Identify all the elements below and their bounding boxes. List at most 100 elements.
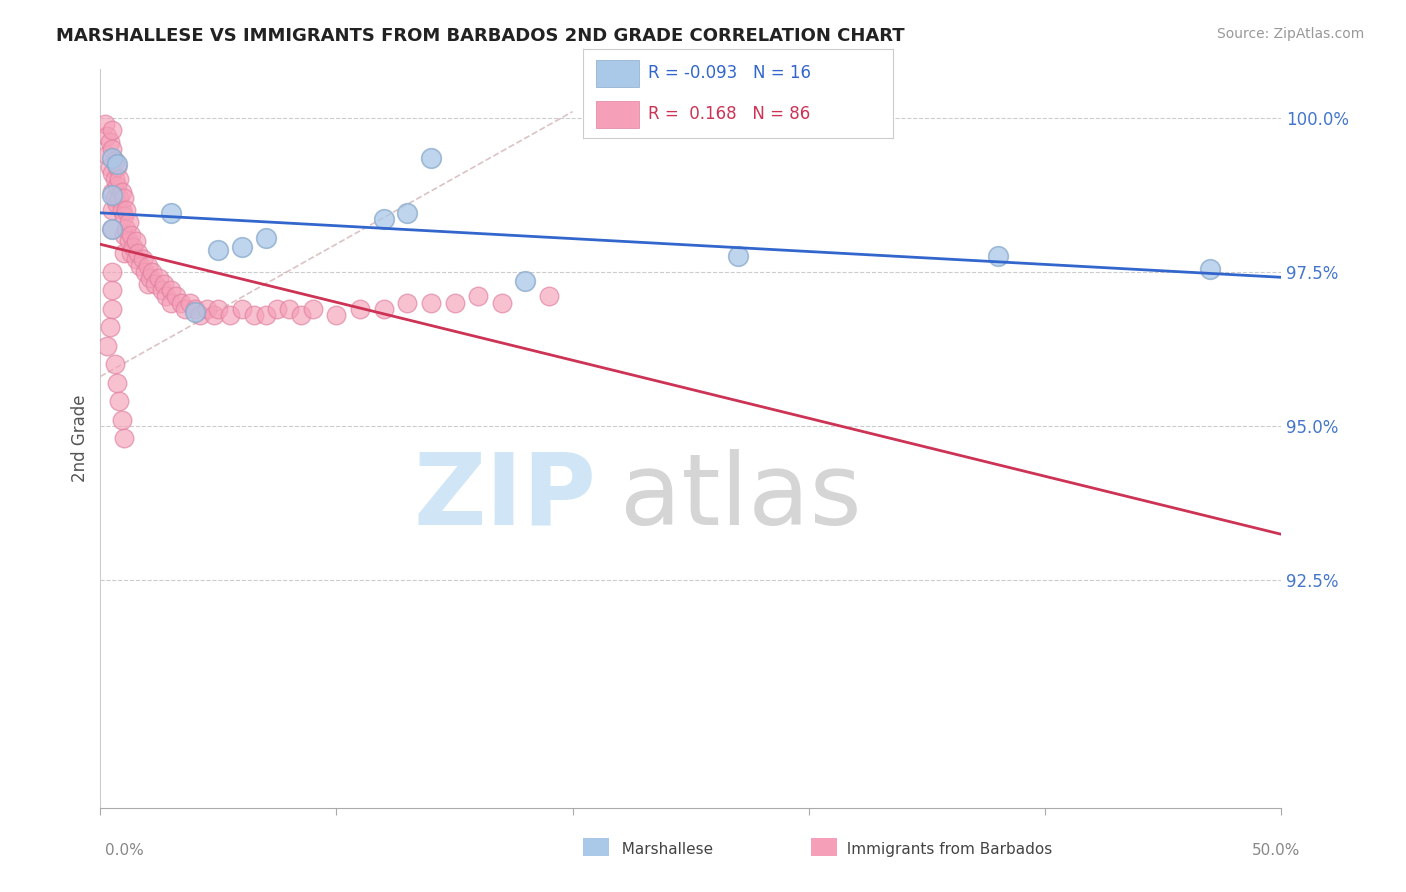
Point	[243, 308, 266, 322]
Text: 0.0%: 0.0%	[105, 843, 145, 858]
Point	[169, 295, 191, 310]
Point	[290, 308, 312, 322]
Point	[105, 178, 128, 193]
Point	[174, 301, 197, 316]
Point	[1199, 261, 1222, 276]
Point	[112, 227, 135, 242]
Point	[112, 431, 135, 445]
Point	[202, 308, 225, 322]
Point	[98, 136, 121, 150]
Point	[373, 212, 395, 227]
Point	[101, 185, 124, 199]
Point	[108, 394, 131, 409]
Text: R = -0.093   N = 16: R = -0.093 N = 16	[648, 64, 811, 82]
Point	[219, 308, 242, 322]
Point	[515, 274, 537, 288]
Point	[103, 191, 125, 205]
Point	[537, 289, 560, 303]
Point	[112, 210, 135, 224]
Point	[207, 244, 229, 258]
Point	[112, 191, 135, 205]
Point	[160, 206, 183, 220]
Point	[103, 172, 125, 186]
Point	[101, 123, 124, 137]
Point	[118, 215, 141, 229]
Point	[143, 277, 166, 291]
Point	[160, 295, 183, 310]
Point	[115, 203, 138, 218]
Point	[419, 151, 441, 165]
Point	[101, 187, 124, 202]
Point	[491, 295, 513, 310]
Text: Immigrants from Barbados: Immigrants from Barbados	[837, 842, 1052, 856]
Text: atlas: atlas	[620, 449, 862, 546]
Point	[141, 265, 163, 279]
Point	[101, 203, 124, 218]
Point	[349, 301, 371, 316]
Point	[195, 301, 218, 316]
Point	[160, 283, 183, 297]
Text: MARSHALLESE VS IMMIGRANTS FROM BARBADOS 2ND GRADE CORRELATION CHART: MARSHALLESE VS IMMIGRANTS FROM BARBADOS …	[56, 27, 905, 45]
Point	[108, 191, 131, 205]
Point	[94, 117, 117, 131]
Point	[98, 160, 121, 174]
Point	[165, 289, 187, 303]
Point	[139, 271, 162, 285]
Point	[987, 249, 1010, 263]
Point	[120, 246, 142, 260]
Point	[155, 289, 177, 303]
Point	[108, 172, 131, 186]
Point	[266, 301, 288, 316]
Point	[179, 295, 201, 310]
Point	[207, 301, 229, 316]
Text: 50.0%: 50.0%	[1253, 843, 1301, 858]
Point	[101, 221, 124, 235]
Point	[105, 157, 128, 171]
Point	[110, 203, 132, 218]
Point	[101, 142, 124, 156]
Point	[419, 295, 441, 310]
Point	[101, 283, 124, 297]
Point	[148, 271, 170, 285]
Point	[136, 259, 159, 273]
Point	[96, 129, 118, 144]
Point	[115, 221, 138, 235]
Point	[101, 221, 124, 235]
Point	[125, 252, 148, 267]
Point	[184, 301, 207, 316]
Point	[127, 246, 149, 260]
Point	[103, 357, 125, 371]
Point	[125, 234, 148, 248]
Point	[134, 265, 156, 279]
Point	[120, 227, 142, 242]
Point	[112, 246, 135, 260]
FancyBboxPatch shape	[596, 60, 640, 87]
Point	[278, 301, 301, 316]
Point	[118, 234, 141, 248]
Point	[96, 147, 118, 161]
Text: R =  0.168   N = 86: R = 0.168 N = 86	[648, 105, 811, 123]
Point	[105, 160, 128, 174]
Point	[132, 252, 155, 267]
Point	[727, 249, 749, 263]
Point	[101, 301, 124, 316]
Point	[101, 166, 124, 180]
Point	[101, 265, 124, 279]
Point	[153, 277, 176, 291]
Point	[105, 376, 128, 390]
Point	[325, 308, 347, 322]
Point	[105, 197, 128, 211]
Point	[443, 295, 465, 310]
Point	[188, 308, 211, 322]
Point	[254, 231, 277, 245]
Point	[231, 301, 253, 316]
Point	[302, 301, 325, 316]
Point	[136, 277, 159, 291]
Point	[396, 295, 419, 310]
Point	[396, 206, 419, 220]
Point	[184, 305, 207, 319]
FancyBboxPatch shape	[596, 101, 640, 128]
Text: Source: ZipAtlas.com: Source: ZipAtlas.com	[1216, 27, 1364, 41]
Point	[122, 240, 145, 254]
Point	[103, 153, 125, 168]
